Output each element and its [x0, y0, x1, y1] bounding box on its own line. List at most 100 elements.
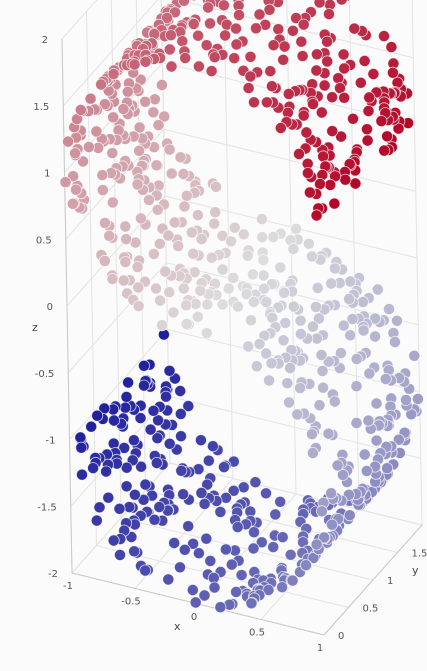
data-point [244, 314, 257, 327]
data-point [201, 298, 214, 311]
data-point [178, 0, 190, 7]
data-point [381, 130, 394, 143]
data-point [178, 200, 191, 213]
data-point [316, 364, 329, 377]
data-point [385, 41, 398, 54]
data-point [362, 414, 375, 427]
data-point [267, 541, 280, 554]
data-point [173, 561, 186, 574]
data-point [375, 115, 388, 128]
box-edge [61, 38, 73, 574]
data-point [249, 476, 262, 489]
data-point [296, 50, 309, 63]
data-point [131, 261, 144, 274]
z-tick-label: 2 [42, 35, 48, 46]
data-point [149, 282, 162, 295]
x-tick-label: 0.5 [249, 628, 265, 639]
data-point [90, 514, 103, 527]
data-point [411, 392, 424, 405]
data-point [242, 82, 255, 95]
data-point [163, 43, 176, 56]
data-point [300, 126, 313, 139]
data-point [167, 306, 180, 319]
data-point [127, 434, 140, 447]
data-point [381, 462, 394, 475]
data-point [198, 497, 211, 510]
data-point [62, 135, 75, 148]
data-point [98, 98, 111, 111]
data-point [112, 124, 125, 137]
data-point [217, 461, 230, 474]
data-point [163, 437, 176, 450]
data-point [267, 39, 280, 52]
z-axis-title: z [32, 321, 38, 334]
data-point [350, 416, 363, 429]
data-point [338, 62, 351, 75]
data-point [191, 310, 204, 323]
data-point [87, 462, 100, 475]
data-point [250, 360, 263, 373]
data-point [106, 272, 119, 285]
data-point [307, 551, 320, 564]
data-point [339, 173, 352, 186]
data-point [249, 22, 262, 35]
data-point [358, 448, 371, 461]
data-point [134, 212, 147, 225]
data-point [195, 486, 208, 499]
data-point [267, 230, 280, 243]
data-point [328, 395, 341, 408]
data-point [204, 554, 217, 567]
data-point [100, 465, 113, 478]
data-point [150, 456, 163, 469]
data-points [59, 0, 424, 614]
data-point [165, 167, 178, 180]
data-point [318, 79, 331, 92]
data-point [208, 581, 221, 594]
data-point [190, 0, 198, 2]
data-point [312, 312, 325, 325]
data-point [269, 508, 282, 521]
data-point [76, 468, 89, 481]
data-point [216, 229, 229, 242]
data-point [343, 509, 356, 522]
data-point [336, 468, 349, 481]
data-point [377, 30, 390, 43]
data-point [200, 327, 213, 340]
data-point [260, 296, 273, 309]
data-point [59, 176, 72, 189]
data-point [202, 1, 215, 14]
data-point [162, 229, 175, 242]
data-point [168, 537, 181, 550]
data-point [247, 526, 260, 539]
data-point [203, 17, 216, 30]
data-point [128, 58, 141, 71]
data-point [257, 269, 270, 282]
data-point [107, 67, 120, 80]
data-point [155, 319, 168, 332]
data-point [326, 91, 339, 104]
data-point [119, 256, 132, 269]
data-point [117, 274, 130, 287]
z-tick-label: 1.5 [33, 102, 49, 113]
data-point [349, 177, 362, 190]
data-point [331, 459, 344, 472]
data-point [85, 420, 98, 433]
data-point [290, 12, 303, 25]
data-point [75, 441, 88, 454]
data-point [306, 320, 319, 333]
data-point [200, 39, 213, 52]
data-point [107, 111, 120, 124]
data-point [186, 584, 199, 597]
data-point [128, 545, 141, 558]
data-point [133, 121, 146, 134]
data-point [107, 534, 120, 547]
data-point [119, 220, 132, 233]
data-point [386, 66, 399, 79]
data-point [263, 374, 276, 387]
data-point [174, 384, 187, 397]
data-point [388, 335, 401, 348]
y-tick-label: 0 [338, 631, 344, 642]
data-point [106, 196, 119, 209]
data-point [120, 390, 133, 403]
